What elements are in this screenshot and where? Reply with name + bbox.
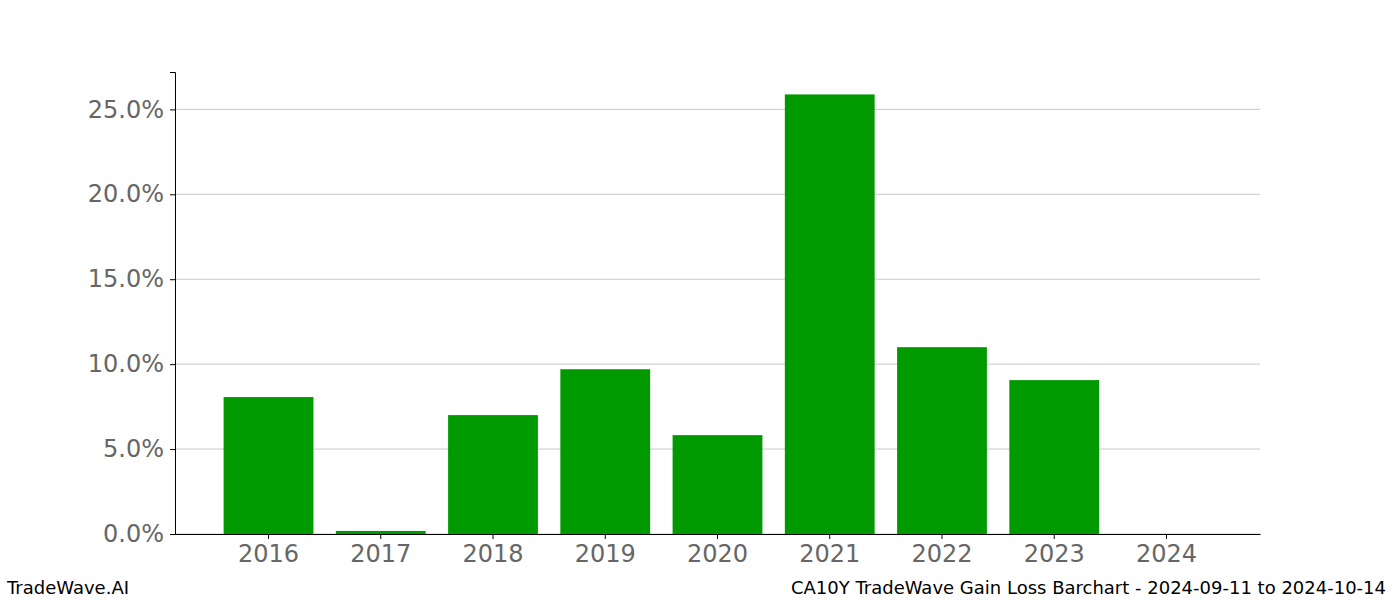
y-tick-label: 0.0% [103, 520, 164, 548]
y-tick-label: 5.0% [103, 435, 164, 463]
y-tick: 15.0% [88, 265, 175, 293]
x-tick-mark [1166, 534, 1167, 539]
x-tick-mark [829, 534, 830, 539]
x-tick-label: 2024 [1136, 540, 1197, 568]
x-axis: 2016 2017 2018 2019 2020 2021 2022 2023 2024 [176, 534, 1261, 568]
chart: 0.0% 5.0% 10.0% 15.0% 20.0% 25.0% 2016 2017 2018… [0, 0, 1400, 600]
x-tick-mark [380, 534, 381, 539]
grid [175, 109, 1260, 534]
y-tick: 5.0% [103, 435, 175, 463]
y-tick: 0.0% [103, 520, 175, 548]
bar [673, 435, 763, 534]
x-tick: 2024 [1136, 534, 1197, 568]
bars [224, 94, 1100, 534]
y-tick: 25.0% [88, 96, 175, 124]
bar [448, 415, 538, 534]
x-tick-mark [941, 534, 942, 539]
grid-line [175, 109, 1260, 110]
x-tick-label: 2016 [238, 540, 299, 568]
x-tick: 2022 [911, 534, 972, 568]
x-tick-label: 2022 [911, 540, 972, 568]
x-tick: 2016 [238, 534, 299, 568]
x-tick-label: 2023 [1024, 540, 1085, 568]
y-tick-mark [170, 534, 175, 535]
x-tick-mark [717, 534, 718, 539]
footer-brand: TradeWave.AI [6, 577, 129, 598]
x-tick: 2021 [799, 534, 860, 568]
x-tick: 2018 [462, 534, 523, 568]
x-tick-mark [605, 534, 606, 539]
bar [1009, 380, 1099, 534]
y-tick: 10.0% [88, 350, 175, 378]
x-tick: 2017 [350, 534, 411, 568]
y-tick-label: 20.0% [88, 180, 164, 208]
x-tick-label: 2021 [799, 540, 860, 568]
bar [785, 94, 875, 534]
y-tick-label: 10.0% [88, 350, 164, 378]
y-tick-mark [170, 364, 175, 365]
bar [224, 397, 314, 534]
x-tick-label: 2017 [350, 540, 411, 568]
x-tick-mark [1054, 534, 1055, 539]
bar [897, 347, 987, 534]
x-tick: 2020 [687, 534, 748, 568]
y-tick-mark [170, 449, 175, 450]
x-tick: 2023 [1024, 534, 1085, 568]
grid-line [175, 364, 1260, 365]
bar [336, 531, 426, 534]
bar [560, 369, 650, 534]
y-tick-label: 25.0% [88, 96, 164, 124]
title: CA10Y TradeWave Gain Loss Barchart - 202… [791, 577, 1386, 598]
grid-line [175, 279, 1260, 280]
x-tick-label: 2018 [462, 540, 523, 568]
y-tick-mark [170, 194, 175, 195]
x-tick-mark [493, 534, 494, 539]
x-tick-mark [268, 534, 269, 539]
x-tick-label: 2020 [687, 540, 748, 568]
y-tick: 20.0% [88, 180, 175, 208]
y-axis-line [170, 73, 176, 535]
y-axis: 0.0% 5.0% 10.0% 15.0% 20.0% 25.0% [88, 73, 176, 549]
bar [1122, 534, 1212, 535]
y-tick-mark [170, 279, 175, 280]
y-tick-label: 15.0% [88, 265, 164, 293]
y-tick-mark [170, 109, 175, 110]
x-tick-label: 2019 [575, 540, 636, 568]
x-tick: 2019 [575, 534, 636, 568]
grid-line [175, 194, 1260, 195]
